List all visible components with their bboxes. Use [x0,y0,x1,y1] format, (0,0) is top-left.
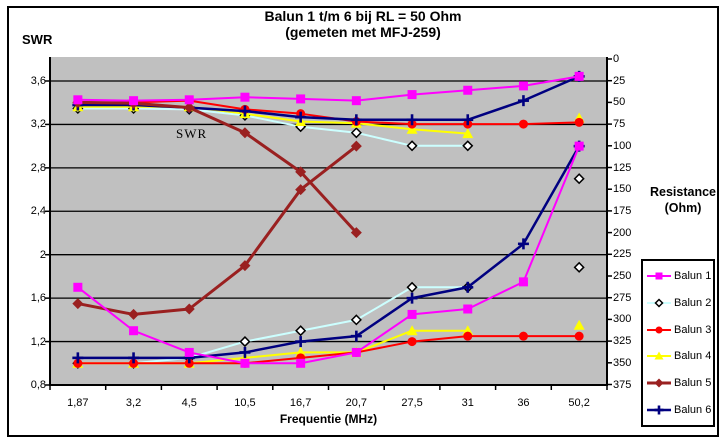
left-axis-tick-label: 3,2 [30,118,46,131]
series-balun-5-swr [72,140,362,320]
right-axis-tick-label: 375 [613,378,632,391]
legend-marker-sample [647,272,671,280]
chart-title: Balun 1 t/m 6 bij RL = 50 Ohm (gemeten m… [0,8,726,40]
left-axis-tick-label: 2,8 [30,161,46,174]
legend-item-balun-3: Balun 3 [646,318,713,342]
legend-item-balun-2: Balun 2 [646,291,713,315]
legend-label: Balun 1 [674,270,712,283]
legend-item-balun-5: Balun 5 [646,371,713,395]
right-axis-title-line2: (Ohm) [664,201,702,215]
x-axis-tick-label: 31 [461,397,474,409]
legend: Balun 1 Balun 2 Balun 3 Balun 4 Balun 5 Balun… [641,259,715,427]
x-axis-tick-label: 36 [517,397,530,409]
legend-label: Balun 4 [674,350,712,363]
series-balun-1-swr [73,141,584,368]
right-axis-tick-label: 250 [613,270,632,282]
right-axis-tick-label: 125 [613,161,632,174]
legend-marker-sample [647,378,671,388]
x-axis-tick-label: 1,87 [67,397,89,409]
left-axis-title: SWR [22,32,53,47]
right-axis-tick-label: 25 [613,74,626,87]
x-axis-tick-label: 10,5 [234,397,256,409]
x-axis-tick-label: 27,5 [401,397,423,409]
x-axis-tick-label: 3,2 [125,397,142,409]
x-axis-title: Frequentie (MHz) [279,412,378,426]
left-axis-tick-label: 2 [39,248,46,261]
legend-marker-sample [647,298,671,308]
x-axis-tick-label: 4,5 [181,397,197,409]
legend-label: Balun 2 [674,296,712,309]
legend-marker-sample [647,405,671,415]
series-balun-1-resistance [73,71,584,106]
right-axis-tick-label: 75 [613,118,626,131]
right-axis-tick-label: 225 [613,248,632,261]
plot-background [50,57,607,385]
right-axis-tick-label: 175 [613,204,632,217]
legend-marker-sample [647,351,671,360]
right-axis-tick-label: 100 [613,139,632,152]
series-balun-6-swr [72,140,585,364]
left-axis-tick-label: 1,6 [30,292,46,305]
right-axis-tick-label: 150 [613,183,632,196]
chart-frame [7,6,719,437]
right-axis-title-line1: Resistance [649,185,716,199]
left-axis-tick-label: 3,6 [30,74,46,87]
x-axis-tick-label: 20,7 [345,397,368,409]
right-axis-tick-label: 350 [613,356,632,369]
legend-marker-sample [647,326,671,334]
swr-annotation: SWR [176,126,208,141]
legend-item-balun-6: Balun 6 [646,398,713,422]
left-axis-tick-label: 2,4 [30,205,46,218]
left-axis-tick-label: 1,2 [30,335,46,348]
right-axis-tick-label: 50 [613,96,626,109]
right-axis-tick-label: 0 [613,53,620,65]
legend-item-balun-4: Balun 4 [646,344,713,368]
chart-title-line1: Balun 1 t/m 6 bij RL = 50 Ohm [264,8,462,24]
x-axis-tick-label: 16,7 [289,397,312,409]
right-axis-tick-label: 200 [613,226,632,239]
right-axis-tick-label: 325 [613,335,632,348]
x-axis-tick-label: 50,2 [568,397,590,409]
left-axis-tick-label: 0,8 [30,379,46,391]
legend-label: Balun 5 [674,376,712,389]
legend-item-balun-1: Balun 1 [646,264,713,288]
legend-label: Balun 6 [674,403,712,416]
right-axis-title: Resistance (Ohm) [640,184,726,216]
right-axis-tick-label: 300 [613,313,632,326]
chart-title-line2: (gemeten met MFJ-259) [285,24,441,40]
right-axis-tick-label: 275 [613,291,632,304]
legend-label: Balun 3 [674,323,712,336]
